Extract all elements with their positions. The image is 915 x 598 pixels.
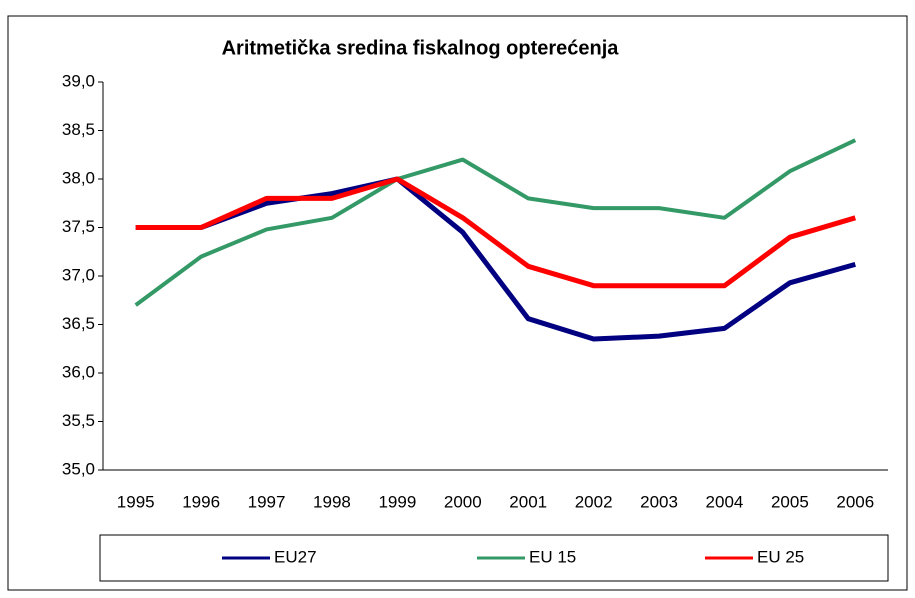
y-tick-label: 35,5 — [62, 411, 95, 430]
x-tick-label: 2005 — [771, 492, 809, 511]
x-tick-label: 1997 — [248, 492, 286, 511]
x-tick-label: 2003 — [640, 492, 678, 511]
x-tick-label: 2004 — [706, 492, 744, 511]
x-tick-label: 1998 — [313, 492, 351, 511]
x-tick-label: 2006 — [836, 492, 874, 511]
series-line — [135, 176, 856, 342]
x-tick-label: 1996 — [182, 492, 220, 511]
y-tick-label: 38,5 — [62, 120, 95, 139]
legend-label: EU 25 — [757, 547, 804, 566]
x-tick-label: 1995 — [117, 492, 155, 511]
series-line — [134, 138, 857, 307]
y-tick-label: 36,5 — [62, 314, 95, 333]
y-tick-label: 39,0 — [62, 71, 95, 90]
y-tick-label: 36,0 — [62, 362, 95, 381]
y-tick-label: 37,5 — [62, 217, 95, 236]
y-tick-label: 38,0 — [62, 168, 95, 187]
chart-title: Aritmetička sredina fiskalnog opterećenj… — [222, 37, 620, 59]
series-line — [135, 176, 857, 289]
y-tick-label: 37,0 — [62, 265, 95, 284]
x-tick-label: 1999 — [378, 492, 416, 511]
legend-label: EU 15 — [529, 547, 576, 566]
x-tick-label: 2001 — [509, 492, 547, 511]
x-tick-label: 2000 — [444, 492, 482, 511]
x-tick-label: 2002 — [575, 492, 613, 511]
y-tick-label: 35,0 — [62, 459, 95, 478]
legend-label: EU27 — [274, 547, 317, 566]
